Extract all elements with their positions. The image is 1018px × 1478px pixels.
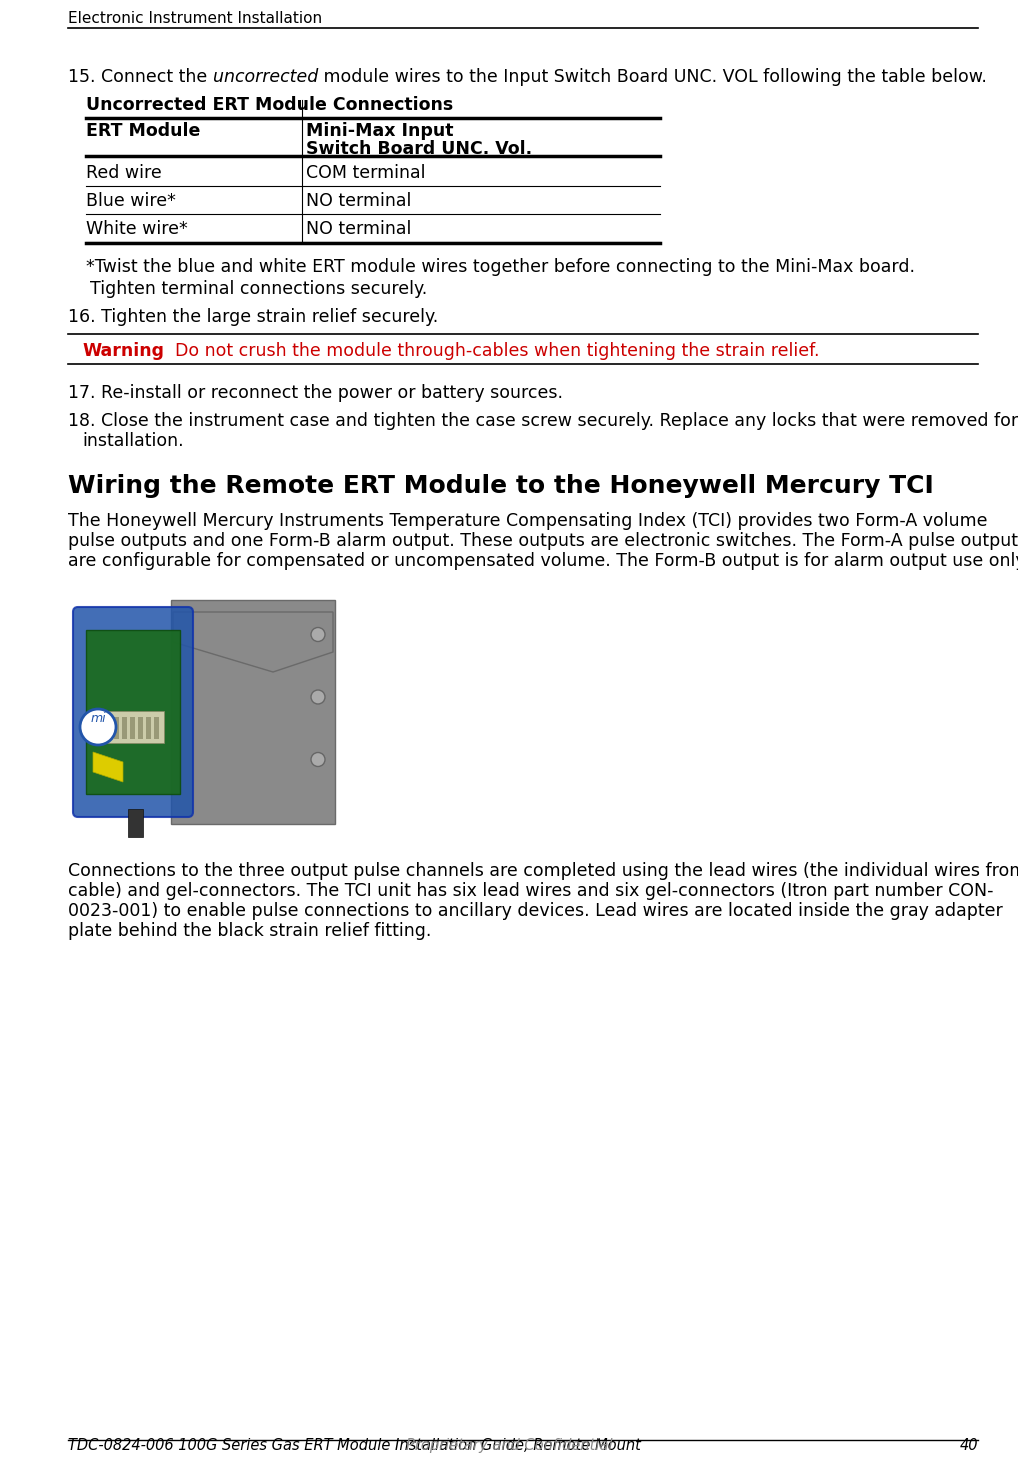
Polygon shape xyxy=(93,752,123,782)
Bar xyxy=(114,717,119,739)
Text: COM terminal: COM terminal xyxy=(306,164,426,182)
Text: 17. Re-install or reconnect the power or battery sources.: 17. Re-install or reconnect the power or… xyxy=(68,384,563,402)
Text: Red wire: Red wire xyxy=(86,164,162,182)
Text: pulse outputs and one Form-B alarm output. These outputs are electronic switches: pulse outputs and one Form-B alarm outpu… xyxy=(68,532,1018,550)
Circle shape xyxy=(312,628,325,641)
Bar xyxy=(146,717,151,739)
Bar xyxy=(106,717,111,739)
Text: mi: mi xyxy=(91,712,107,726)
Circle shape xyxy=(312,752,325,767)
Text: Blue wire*: Blue wire* xyxy=(86,192,176,210)
Text: module wires to the Input Switch Board UNC. VOL following the table below.: module wires to the Input Switch Board U… xyxy=(318,68,986,86)
Text: TDC-0824-006 100G Series Gas ERT Module Installation Guide, Remote Mount: TDC-0824-006 100G Series Gas ERT Module … xyxy=(68,1438,641,1453)
Text: The Honeywell Mercury Instruments Temperature Compensating Index (TCI) provides : The Honeywell Mercury Instruments Temper… xyxy=(68,511,987,531)
Circle shape xyxy=(80,709,116,745)
Text: *Twist the blue and white ERT module wires together before connecting to the Min: *Twist the blue and white ERT module wir… xyxy=(86,259,915,276)
FancyBboxPatch shape xyxy=(86,630,180,794)
Text: cable) and gel-connectors. The TCI unit has six lead wires and six gel-connector: cable) and gel-connectors. The TCI unit … xyxy=(68,882,994,900)
Text: 18. Close the instrument case and tighten the case screw securely. Replace any l: 18. Close the instrument case and tighte… xyxy=(68,412,1018,430)
Bar xyxy=(122,717,127,739)
Text: NO terminal: NO terminal xyxy=(306,220,411,238)
Bar xyxy=(130,717,135,739)
Text: Uncorrected ERT Module Connections: Uncorrected ERT Module Connections xyxy=(86,96,453,114)
Text: Proprietary and Confidential: Proprietary and Confidential xyxy=(406,1438,612,1453)
FancyBboxPatch shape xyxy=(171,600,335,825)
Text: Warning: Warning xyxy=(82,341,164,361)
Bar xyxy=(138,717,143,739)
Text: uncorrected: uncorrected xyxy=(213,68,318,86)
Text: Wiring the Remote ERT Module to the Honeywell Mercury TCI: Wiring the Remote ERT Module to the Hone… xyxy=(68,474,934,498)
Bar xyxy=(154,717,159,739)
Text: Switch Board UNC. Vol.: Switch Board UNC. Vol. xyxy=(306,140,532,158)
Text: Mini-Max Input: Mini-Max Input xyxy=(306,123,453,140)
Text: plate behind the black strain relief fitting.: plate behind the black strain relief fit… xyxy=(68,922,432,940)
Bar xyxy=(128,808,143,837)
Text: NO terminal: NO terminal xyxy=(306,192,411,210)
Text: 0023-001) to enable pulse connections to ancillary devices. Lead wires are locat: 0023-001) to enable pulse connections to… xyxy=(68,902,1003,919)
Text: Tighten terminal connections securely.: Tighten terminal connections securely. xyxy=(90,279,428,299)
FancyBboxPatch shape xyxy=(102,711,164,743)
Text: Connections to the three output pulse channels are completed using the lead wire: Connections to the three output pulse ch… xyxy=(68,862,1018,879)
Text: Do not crush the module through-cables when tightening the strain relief.: Do not crush the module through-cables w… xyxy=(164,341,819,361)
Text: ERT Module: ERT Module xyxy=(86,123,201,140)
Text: Electronic Instrument Installation: Electronic Instrument Installation xyxy=(68,10,322,27)
Text: 15. Connect the: 15. Connect the xyxy=(68,68,213,86)
Text: White wire*: White wire* xyxy=(86,220,187,238)
Text: are configurable for compensated or uncompensated volume. The Form-B output is f: are configurable for compensated or unco… xyxy=(68,551,1018,571)
Text: installation.: installation. xyxy=(82,432,183,449)
FancyBboxPatch shape xyxy=(73,607,193,817)
Text: 16. Tighten the large strain relief securely.: 16. Tighten the large strain relief secu… xyxy=(68,307,439,327)
Polygon shape xyxy=(173,612,333,672)
Circle shape xyxy=(312,690,325,704)
Text: 40: 40 xyxy=(960,1438,978,1453)
